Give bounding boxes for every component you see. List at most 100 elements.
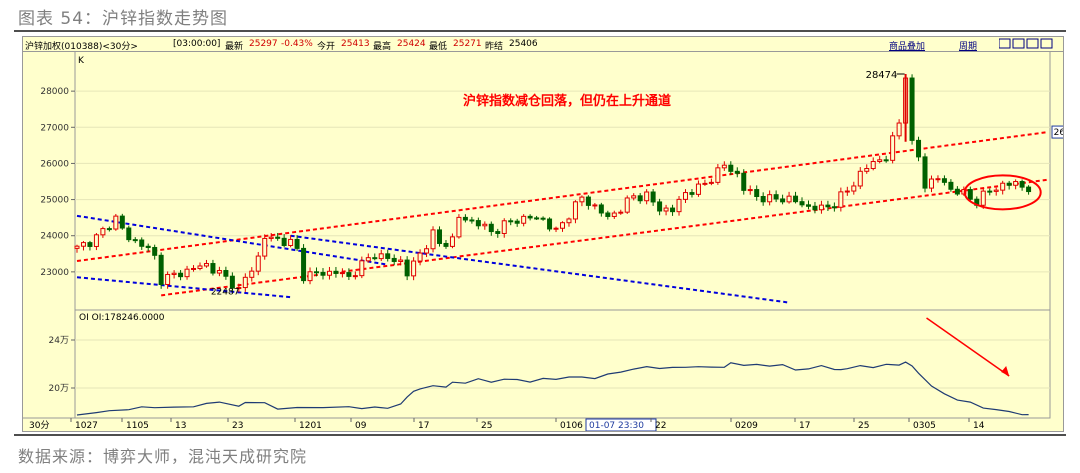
period-button[interactable]: 周期 — [959, 42, 978, 52]
candle-body — [314, 271, 320, 274]
candle-body — [281, 237, 287, 246]
candle-body — [650, 191, 656, 203]
layout-icon-1[interactable] — [998, 38, 1011, 49]
layout-icon-3[interactable] — [1026, 38, 1039, 49]
candle-body — [547, 218, 553, 230]
x-tick-label: 25 — [858, 421, 869, 431]
prev-value: 25406 — [509, 39, 538, 49]
candle-body — [139, 239, 145, 247]
decline-arrow-head — [1001, 366, 1010, 376]
candle-body — [676, 198, 682, 213]
candle-body — [456, 216, 462, 238]
candle-body — [521, 215, 527, 224]
candle-body — [566, 218, 572, 224]
candle-body — [864, 168, 870, 172]
candle-body — [773, 194, 779, 200]
candle-body — [702, 182, 708, 185]
overlay-button[interactable]: 商品叠加 — [889, 42, 926, 52]
candle-body — [236, 287, 242, 290]
candle-body — [734, 170, 740, 174]
price-tag-label: 26868 — [1054, 128, 1063, 138]
decline-arrow-shaft — [926, 317, 1010, 377]
low-label: 最低 — [429, 42, 448, 52]
chart-window[interactable]: 沪锌加权(010388)<30分> [03:00:00] 最新 25297 -0… — [22, 36, 1064, 432]
candle-body — [268, 236, 274, 239]
candle-body — [152, 246, 158, 256]
latest-value: 25297 — [249, 39, 278, 49]
candle-body — [1019, 181, 1025, 188]
candle-body — [993, 189, 999, 192]
price-tick-label: 28000 — [40, 87, 69, 97]
candle-body — [398, 259, 404, 262]
candle-body — [119, 215, 125, 229]
candle-body — [495, 231, 501, 234]
oi-panel-frame — [74, 309, 1051, 419]
candle-body — [831, 206, 837, 209]
candle-body — [534, 217, 540, 220]
candle-body — [158, 254, 164, 285]
candle-body — [288, 238, 294, 246]
candle-body — [1006, 182, 1012, 186]
prev-label: 昨结 — [485, 42, 504, 52]
change-value: -0.43% — [281, 39, 313, 49]
candle-body — [754, 189, 760, 198]
candle-body — [106, 228, 112, 231]
figure-title: 图表 54：沪锌指数走势图 — [18, 9, 229, 29]
title-rule — [14, 30, 1066, 32]
candle-body — [469, 219, 475, 222]
candle-body — [424, 248, 430, 254]
candle-body — [359, 260, 365, 277]
candle-body — [1013, 181, 1019, 186]
candle-body — [844, 190, 850, 193]
candle-body — [747, 189, 753, 192]
candle-body — [430, 229, 436, 250]
candle-body — [631, 195, 637, 199]
candle-body — [262, 237, 268, 257]
candle-body — [611, 212, 617, 217]
candle-body — [391, 257, 397, 262]
candle-body — [721, 164, 727, 169]
candle-body — [793, 195, 799, 203]
candle-body — [372, 257, 378, 260]
candle-body — [579, 196, 585, 203]
candle-body — [644, 191, 650, 202]
candle-body — [385, 253, 391, 259]
candle-body — [326, 270, 332, 276]
x-tick-label: 0106 — [560, 421, 583, 431]
candle-body — [877, 159, 883, 163]
candle-body — [624, 197, 630, 213]
source-rule — [14, 434, 1066, 436]
candle-body — [437, 229, 443, 244]
x-tick-label: 0209 — [735, 421, 758, 431]
candle-body — [592, 204, 598, 207]
oi-tick-label: 24万 — [49, 336, 69, 346]
layout-icon-4[interactable] — [1040, 38, 1053, 49]
candle-body — [663, 207, 669, 212]
open-value: 25413 — [341, 39, 370, 49]
candle-body — [585, 196, 591, 206]
candle-body — [689, 192, 695, 195]
candle-body — [229, 275, 235, 289]
candle-body — [339, 272, 345, 275]
candle-body — [449, 236, 455, 247]
candle-body — [954, 188, 960, 195]
candle-body — [294, 238, 300, 249]
candle-body — [126, 227, 132, 241]
layout-icon-2[interactable] — [1012, 38, 1025, 49]
price-tick-label: 25000 — [40, 196, 69, 206]
candle-body — [488, 223, 494, 233]
price-tick-label: 26000 — [40, 159, 69, 169]
candle-body — [818, 204, 824, 211]
candle-body — [475, 220, 481, 227]
candle-body — [637, 195, 643, 202]
candle-body — [404, 259, 410, 277]
low-value: 25271 — [453, 39, 482, 49]
candle-body — [916, 139, 922, 158]
upper-channel-top-line — [76, 131, 1049, 263]
candle-body — [670, 207, 676, 213]
oi-tick-label: 20万 — [49, 384, 69, 394]
candle-body — [838, 191, 844, 208]
candle-body — [80, 242, 86, 247]
x-tick-label: 22 — [655, 421, 666, 431]
candle-body — [851, 185, 857, 192]
